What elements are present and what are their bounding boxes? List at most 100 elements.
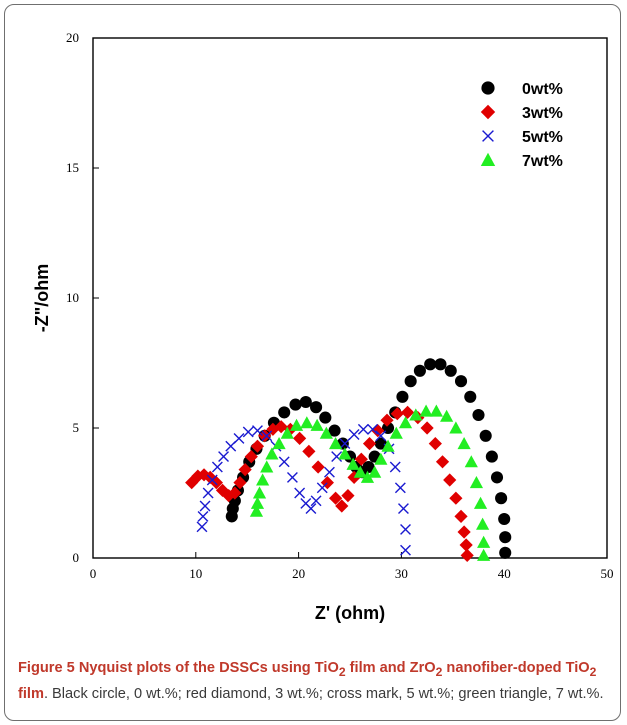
caption-title-part2: film and ZrO xyxy=(345,660,436,676)
data-point xyxy=(400,405,415,419)
data-point xyxy=(339,438,351,450)
data-point xyxy=(278,406,291,419)
legend-item: 5wt% xyxy=(482,129,563,146)
x-tick-label: 10 xyxy=(189,566,202,581)
data-point xyxy=(209,476,223,490)
data-point xyxy=(233,476,247,490)
data-point xyxy=(341,489,355,503)
data-point xyxy=(185,476,199,490)
data-point xyxy=(457,437,471,450)
data-point xyxy=(293,431,307,445)
legend-label: 3wt% xyxy=(522,105,563,122)
data-point xyxy=(191,469,205,483)
figure-caption: Figure 5 Nyquist plots of the DSSCs usin… xyxy=(18,657,610,705)
data-point xyxy=(250,496,265,509)
data-point xyxy=(419,404,433,417)
x-tick-label: 0 xyxy=(90,566,97,581)
data-point xyxy=(206,474,218,486)
data-point xyxy=(472,408,485,422)
data-point xyxy=(473,496,488,509)
data-point xyxy=(459,538,473,552)
data-point xyxy=(197,468,211,482)
data-point xyxy=(485,450,498,463)
data-point xyxy=(409,408,423,421)
x-tick-label: 30 xyxy=(395,566,408,581)
data-point xyxy=(495,492,508,505)
caption-sub1: 2 xyxy=(338,664,346,679)
legend-label: 7wt% xyxy=(522,153,563,170)
data-point xyxy=(362,437,377,451)
legend-label: 5wt% xyxy=(522,129,563,146)
data-point xyxy=(310,495,322,507)
data-point xyxy=(443,473,457,487)
data-point xyxy=(228,486,242,500)
data-point xyxy=(353,465,367,478)
data-point xyxy=(299,395,312,409)
data-point xyxy=(258,429,272,443)
data-point xyxy=(424,358,437,371)
series-triangle xyxy=(249,404,491,561)
caption-sub2: 2 xyxy=(435,664,443,679)
data-point xyxy=(300,416,314,429)
legend-marker xyxy=(482,130,494,142)
data-point xyxy=(428,437,442,451)
data-point xyxy=(242,426,254,438)
data-point xyxy=(499,546,512,559)
data-point xyxy=(469,476,484,489)
data-point xyxy=(320,476,334,490)
caption-title-part3: nanofiber-doped TiO xyxy=(442,660,590,676)
data-point xyxy=(196,521,208,533)
data-point xyxy=(381,439,395,452)
data-point xyxy=(348,429,360,440)
data-point xyxy=(249,504,264,517)
data-point xyxy=(449,491,463,505)
y-tick-label: 10 xyxy=(66,290,79,305)
data-point xyxy=(346,457,360,470)
data-point xyxy=(354,452,368,466)
data-point xyxy=(460,548,474,562)
data-point xyxy=(362,460,375,474)
data-point xyxy=(400,544,411,556)
data-point xyxy=(272,437,286,450)
data-point xyxy=(389,461,401,473)
data-point xyxy=(289,418,304,431)
y-tick-label: 0 xyxy=(73,550,80,565)
data-point xyxy=(464,455,478,468)
data-point xyxy=(444,364,457,377)
data-point xyxy=(316,482,328,494)
data-point xyxy=(360,470,375,483)
data-point xyxy=(310,401,323,414)
data-point xyxy=(357,423,369,435)
data-point xyxy=(476,517,490,530)
data-point xyxy=(261,430,273,442)
data-point xyxy=(380,413,394,427)
legend-item: 3wt% xyxy=(480,104,563,122)
data-point xyxy=(265,447,279,460)
y-tick-label: 15 xyxy=(66,160,79,175)
legend-marker xyxy=(481,81,495,95)
data-point xyxy=(311,460,325,474)
data-point xyxy=(398,503,409,515)
data-point xyxy=(302,444,316,458)
y-tick-label: 5 xyxy=(73,420,80,435)
data-point xyxy=(197,510,209,522)
plot-area xyxy=(92,37,608,559)
data-point xyxy=(244,450,258,464)
data-point xyxy=(464,390,477,403)
data-point xyxy=(449,421,463,434)
data-point xyxy=(310,418,324,431)
data-point xyxy=(454,509,468,523)
data-point xyxy=(499,531,512,544)
data-point xyxy=(283,422,297,436)
data-point xyxy=(280,426,294,439)
data-point xyxy=(274,420,288,434)
data-point xyxy=(498,512,511,526)
data-point xyxy=(278,456,290,468)
data-point xyxy=(260,460,274,473)
data-point xyxy=(329,437,343,450)
data-point xyxy=(331,451,343,463)
legend-marker xyxy=(480,104,496,120)
legend-item: 0wt% xyxy=(481,81,563,98)
data-point xyxy=(429,404,443,417)
data-point xyxy=(435,455,450,469)
